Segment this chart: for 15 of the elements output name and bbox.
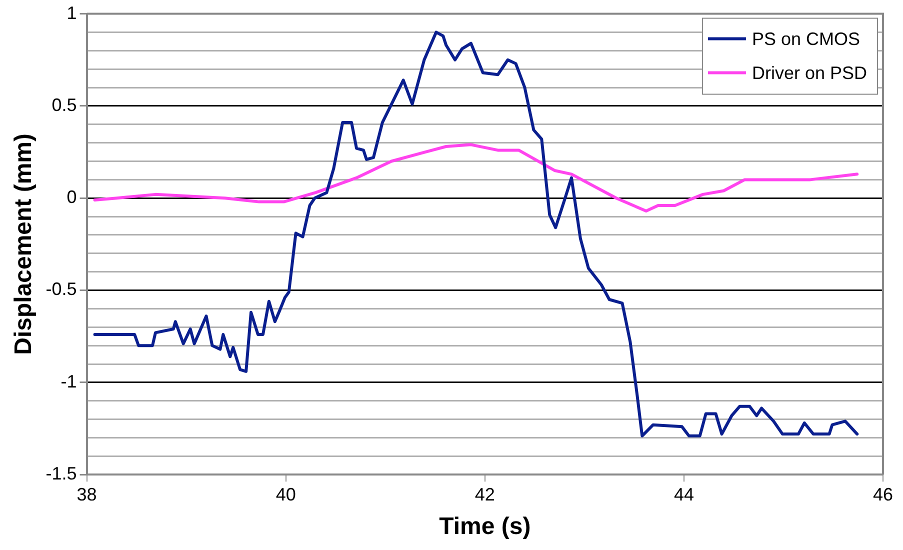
x-tick-label: 42 bbox=[474, 484, 495, 504]
y-tick-label: -1.5 bbox=[46, 464, 77, 484]
y-axis-title: Displacement (mm) bbox=[10, 134, 38, 355]
x-axis-title: Time (s) bbox=[439, 513, 531, 540]
x-tick-label: 40 bbox=[276, 484, 296, 504]
y-tick-label: -1 bbox=[60, 371, 77, 392]
x-tick-label: 46 bbox=[872, 484, 894, 504]
x-tick-label: 38 bbox=[76, 484, 97, 504]
y-tick-label: 0 bbox=[66, 187, 77, 208]
y-tick-label: 1 bbox=[66, 2, 77, 23]
legend-label: PS on CMOS bbox=[752, 28, 860, 49]
x-tick-label: 44 bbox=[674, 484, 694, 504]
legend-label: Driver on PSD bbox=[752, 62, 867, 83]
y-tick-label: -0.5 bbox=[46, 279, 77, 300]
y-tick-label: 0.5 bbox=[52, 94, 77, 115]
